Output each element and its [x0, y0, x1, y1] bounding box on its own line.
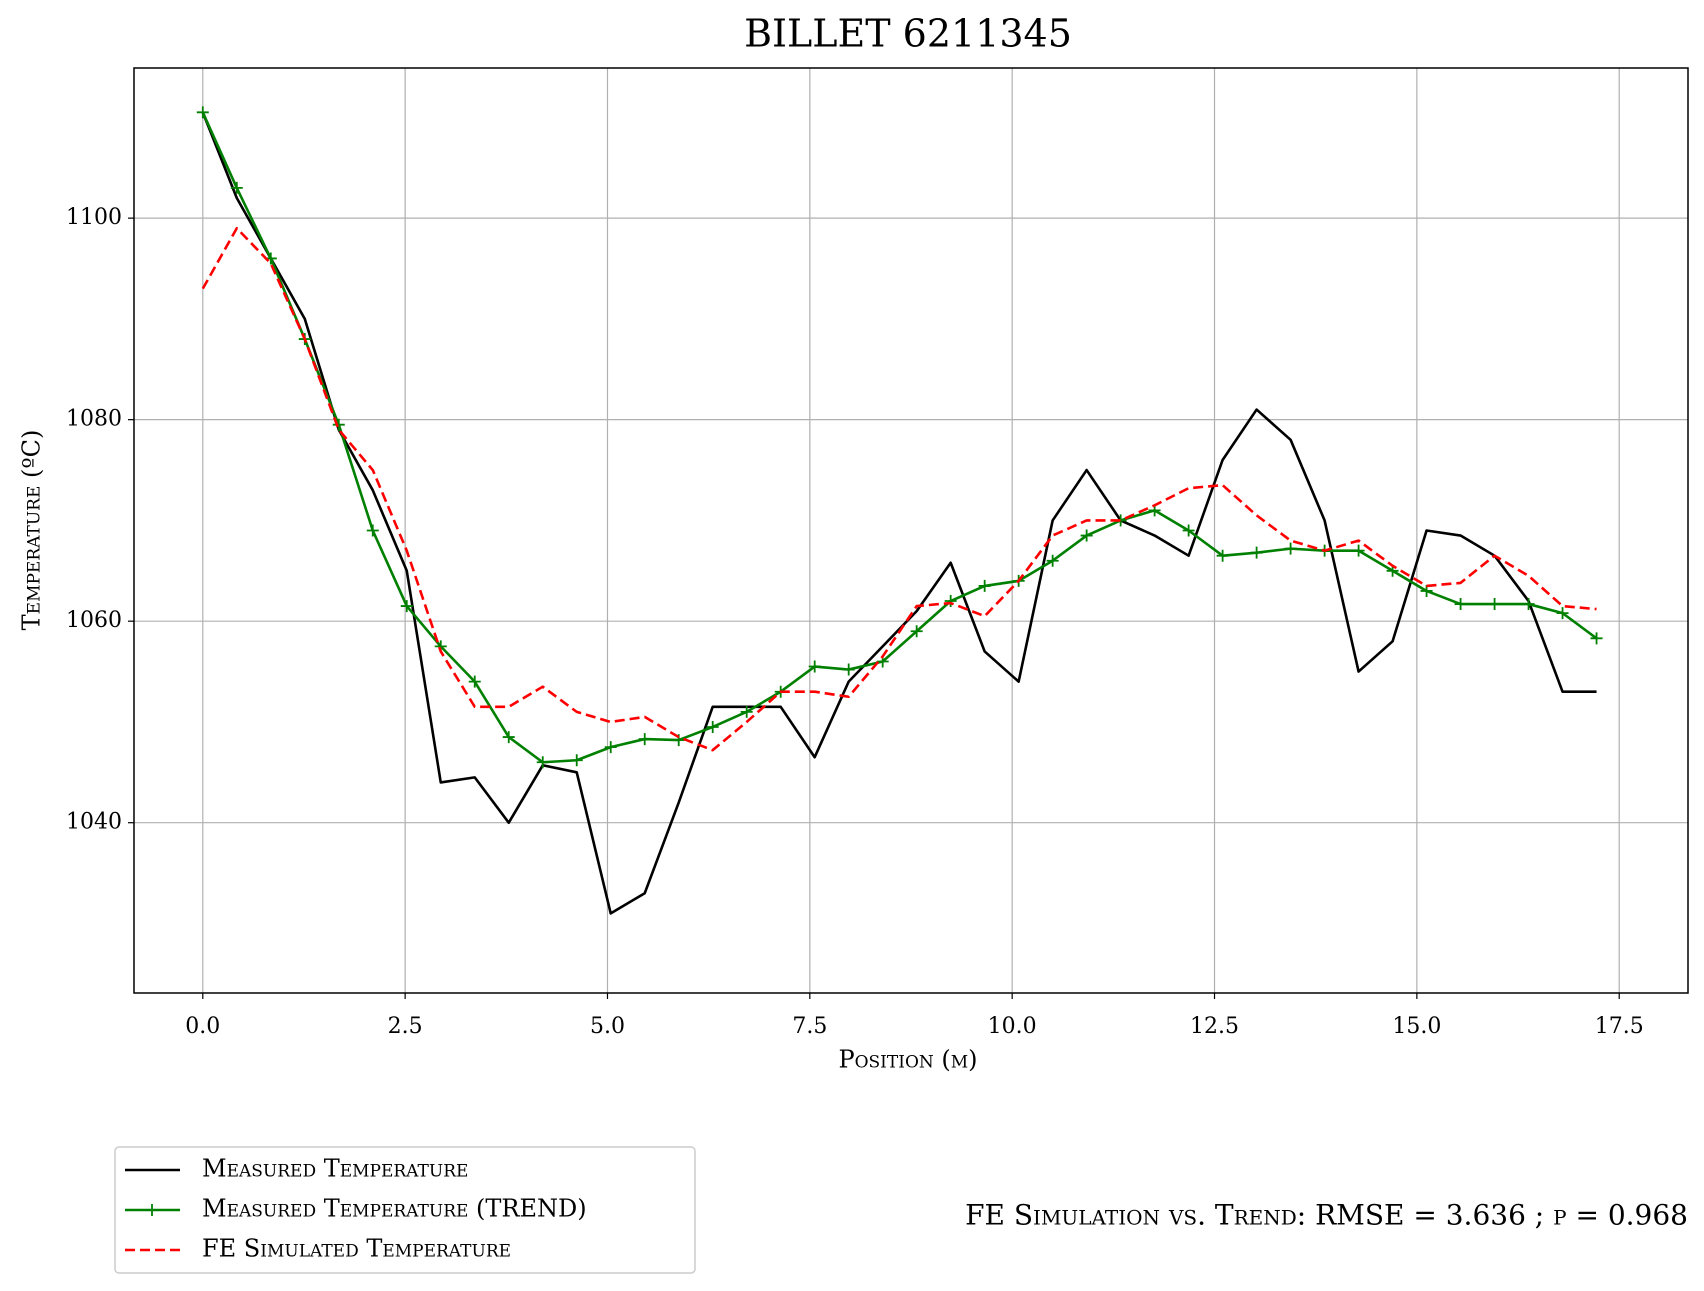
marker [196, 106, 209, 119]
marker [468, 675, 481, 688]
marker [910, 625, 923, 638]
marker [400, 600, 413, 613]
y-tick-label: 1040 [66, 810, 122, 835]
chart-title: BILLET 6211345 [744, 12, 1072, 56]
marker [536, 756, 549, 769]
x-tick-label: 5.0 [590, 1014, 625, 1039]
marker [502, 731, 515, 744]
x-tick-label: 17.5 [1595, 1014, 1644, 1039]
marker [1352, 544, 1365, 557]
marker [1046, 554, 1059, 567]
marker [1250, 546, 1263, 559]
marker [146, 1204, 158, 1216]
marker [944, 595, 957, 608]
y-tick-label: 1100 [66, 205, 122, 230]
marker [842, 663, 855, 676]
marker [230, 181, 243, 194]
marker [706, 720, 719, 733]
marker [1216, 549, 1229, 562]
marker [1454, 598, 1467, 611]
y-axis-label: Temperature (ºC) [18, 430, 46, 631]
y-tick-label: 1080 [66, 407, 122, 432]
x-tick-label: 2.5 [388, 1014, 423, 1039]
plot-frame [133, 67, 1689, 994]
marker [332, 418, 345, 431]
marker [978, 579, 991, 592]
marker [1556, 607, 1569, 620]
y-tick-label: 1060 [66, 608, 122, 633]
legend-label: FE Simulated Temperature [202, 1235, 511, 1263]
legend-box [114, 1146, 696, 1274]
legend-label: Measured Temperature (TREND) [202, 1195, 587, 1223]
marker [1522, 598, 1535, 611]
x-tick-label: 15.0 [1392, 1014, 1441, 1039]
marker [366, 524, 379, 537]
marker [638, 733, 651, 746]
marker [1182, 524, 1195, 537]
line [201, 226, 1597, 752]
marker [1284, 542, 1297, 555]
marker [1488, 598, 1501, 611]
x-axis-label: Position (m) [838, 1046, 977, 1074]
x-tick-label: 10.0 [988, 1014, 1037, 1039]
marker [1080, 529, 1093, 542]
line [201, 111, 1598, 764]
marker [808, 660, 821, 673]
marker [1590, 632, 1603, 645]
legend-label: Measured Temperature [202, 1155, 468, 1183]
marker [604, 741, 617, 754]
marker [740, 705, 753, 718]
marker [570, 754, 583, 767]
line [201, 111, 1597, 915]
annotation: FE Simulation vs. Trend: RMSE = 3.636 ; … [965, 1199, 1688, 1232]
x-tick-label: 12.5 [1190, 1014, 1239, 1039]
x-tick-label: 7.5 [792, 1014, 827, 1039]
x-tick-label: 0.0 [185, 1014, 220, 1039]
